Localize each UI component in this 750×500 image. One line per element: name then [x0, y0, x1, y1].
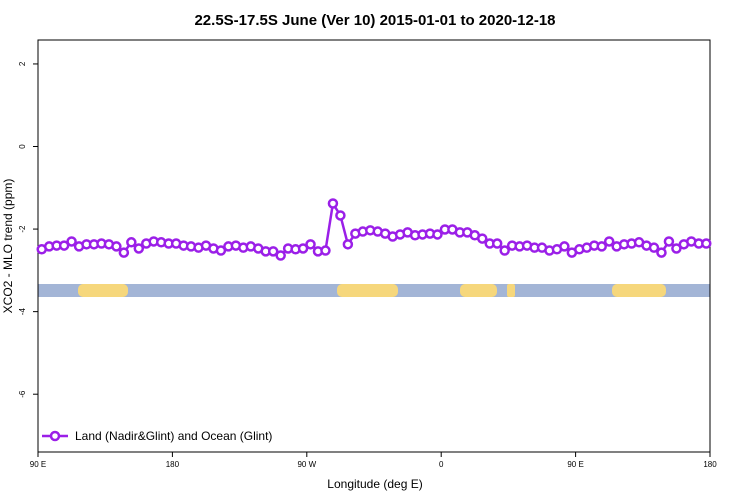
- data-point: [118, 247, 130, 258]
- surface-band: [38, 284, 710, 297]
- data-point: [559, 241, 570, 252]
- x-tick-label: 90 W: [297, 460, 316, 469]
- y-tick-label: -6: [18, 390, 27, 398]
- y-tick-label: 0: [18, 144, 27, 149]
- data-point: [305, 239, 316, 250]
- data-point: [663, 236, 675, 247]
- land-band: [460, 284, 497, 297]
- data-point: [66, 236, 77, 247]
- data-point: [432, 229, 443, 240]
- y-tick-label: 2: [18, 61, 27, 66]
- data-point: [320, 245, 331, 256]
- data-point: [297, 243, 309, 254]
- y-tick-label: -4: [18, 308, 27, 316]
- data-point: [126, 237, 137, 248]
- legend-marker: [49, 430, 61, 442]
- legend-label: Land (Nadir&Glint) and Ocean (Glint): [75, 429, 272, 443]
- data-point: [596, 241, 607, 252]
- data-point: [267, 246, 279, 257]
- x-tick-label: 90 E: [30, 460, 46, 469]
- data-point: [648, 242, 660, 253]
- data-point: [215, 245, 227, 256]
- data-point: [499, 245, 510, 256]
- y-axis-label: XCO2 - MLO trend (ppm): [1, 179, 15, 314]
- data-point: [342, 239, 354, 250]
- data-point: [701, 238, 712, 249]
- data-point: [111, 241, 122, 252]
- data-point: [656, 247, 667, 258]
- data-point: [327, 198, 339, 209]
- data-point: [477, 233, 488, 244]
- chart-title: 22.5S-17.5S June (Ver 10) 2015-01-01 to …: [194, 12, 555, 29]
- land-band: [78, 284, 128, 297]
- x-tick-label: 180: [166, 460, 180, 469]
- data-point: [671, 243, 682, 254]
- x-tick-label: 90 E: [567, 460, 583, 469]
- land-band: [612, 284, 666, 297]
- data-point: [335, 210, 346, 221]
- y-tick-label: -2: [18, 225, 27, 233]
- x-tick-label: 180: [703, 460, 717, 469]
- data-point: [275, 250, 286, 261]
- data-point: [603, 236, 615, 247]
- data-point: [133, 243, 145, 254]
- data-point: [58, 240, 70, 251]
- x-tick-label: 0: [439, 460, 444, 469]
- data-point: [491, 238, 503, 249]
- x-axis-label: Longitude (deg E): [327, 477, 422, 491]
- land-band: [337, 284, 398, 297]
- land-band: [507, 284, 515, 297]
